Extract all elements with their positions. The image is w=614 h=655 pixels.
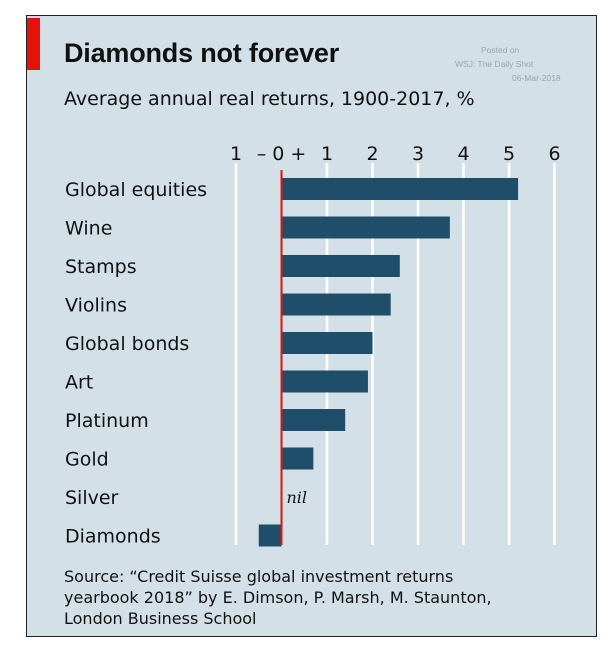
accent-tab [27, 18, 40, 70]
tick-label: 1 [321, 143, 333, 165]
watermark: Posted on WSJ: The Daily Shot 06-Mar-201… [455, 43, 570, 85]
bar [281, 216, 450, 239]
bar [281, 370, 368, 393]
bar [281, 447, 314, 470]
tick-label: 6 [548, 143, 560, 165]
tick-label: 2 [366, 143, 378, 165]
tick-label: 5 [503, 143, 515, 165]
watermark-line-2: WSJ: The Daily Shot [455, 59, 534, 69]
chart-panel [26, 15, 597, 637]
bar [281, 293, 391, 316]
source-note: Source: “Credit Suisse global investment… [64, 566, 564, 629]
category-label: Art [65, 372, 93, 394]
chart-subtitle: Average annual real returns, 1900-2017, … [64, 88, 475, 110]
tick-label: – 0 + [257, 143, 307, 165]
annotation-label: nil [287, 488, 308, 507]
bar [281, 255, 400, 277]
category-label: Stamps [65, 256, 137, 278]
category-label: Gold [65, 449, 109, 471]
tick-label: 3 [412, 143, 424, 165]
category-label: Silver [65, 487, 119, 509]
bar [281, 332, 373, 354]
chart-title: Diamonds not forever [64, 38, 340, 68]
category-label: Diamonds [65, 526, 161, 548]
source-line-3: London Business School [64, 609, 257, 628]
source-line-2: yearbook 2018” by E. Dimson, P. Marsh, M… [64, 588, 492, 607]
category-label: Global equities [65, 179, 207, 201]
bar [281, 178, 519, 200]
category-label: Platinum [65, 410, 149, 432]
watermark-line-3: 06-Mar-2018 [512, 73, 561, 83]
tick-label: 4 [457, 143, 469, 165]
bar [281, 409, 346, 431]
bar [258, 524, 282, 547]
category-label: Wine [65, 218, 112, 240]
source-line-1: Source: “Credit Suisse global investment… [64, 567, 454, 586]
watermark-line-1: Posted on [481, 45, 520, 55]
tick-label: 1 [230, 143, 242, 165]
category-label: Violins [65, 295, 127, 317]
category-label: Global bonds [65, 333, 189, 355]
